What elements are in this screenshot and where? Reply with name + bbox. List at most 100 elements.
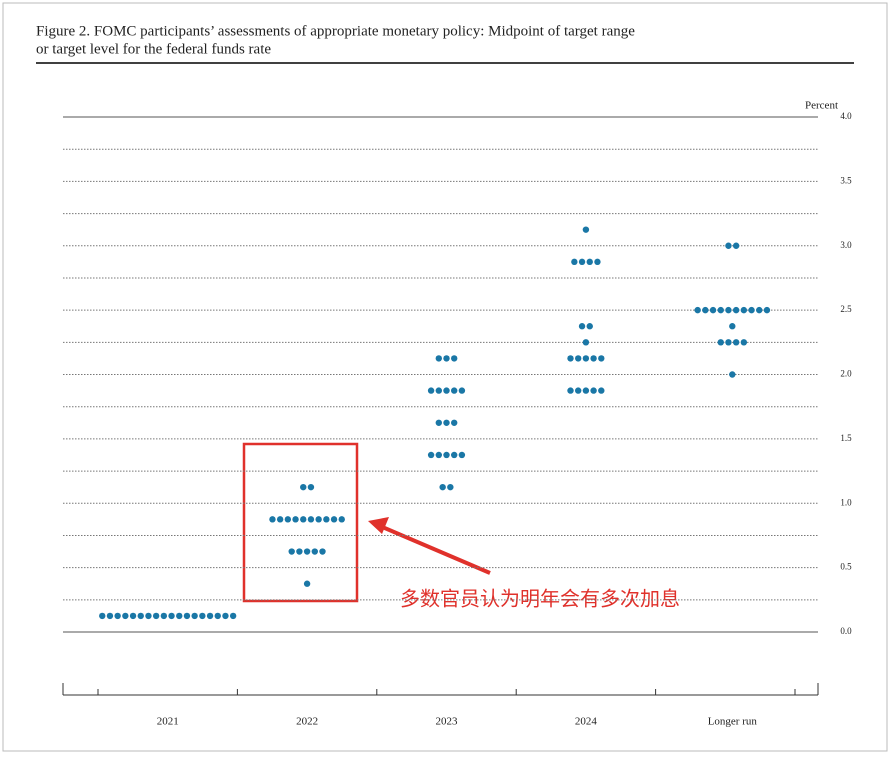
dot — [709, 306, 717, 314]
dot — [582, 226, 590, 233]
dot — [106, 612, 114, 620]
dot — [717, 339, 724, 346]
dot — [427, 451, 435, 459]
dot — [451, 355, 458, 362]
dot — [269, 516, 276, 523]
dot — [447, 483, 454, 491]
dot — [296, 548, 303, 555]
dot — [586, 258, 593, 266]
dot — [145, 612, 152, 620]
arrow-head — [368, 517, 389, 534]
dot — [206, 612, 214, 620]
dot — [129, 612, 137, 620]
y-tick-label: 0.5 — [840, 562, 852, 572]
dot — [276, 516, 284, 523]
dot — [578, 258, 586, 266]
dot — [702, 306, 709, 314]
dot — [732, 306, 740, 314]
dot — [214, 612, 221, 620]
dot — [443, 387, 450, 394]
dot — [748, 306, 755, 314]
y-tick-label: 2.5 — [840, 304, 852, 314]
dot — [439, 483, 446, 491]
dot — [152, 612, 160, 620]
dot — [199, 612, 206, 620]
dot — [582, 339, 590, 346]
dot — [435, 451, 442, 459]
dot — [191, 612, 198, 620]
dot — [99, 612, 106, 620]
highlight-box — [242, 442, 359, 603]
x-tick-label: 2021 — [157, 716, 179, 728]
dot — [168, 612, 175, 620]
dot — [311, 548, 318, 555]
x-tick-label: 2022 — [296, 716, 318, 728]
x-tick-label: 2024 — [575, 716, 598, 728]
dot — [183, 612, 191, 620]
dot — [458, 451, 466, 459]
dot — [307, 483, 315, 491]
dot — [176, 612, 183, 620]
dot — [307, 516, 315, 523]
dot — [582, 387, 590, 394]
dot — [338, 516, 345, 523]
dot — [732, 242, 740, 249]
dot — [435, 419, 442, 426]
dot — [451, 451, 458, 459]
dot — [575, 355, 582, 362]
dot — [160, 612, 168, 620]
dot — [435, 387, 442, 394]
dot — [330, 516, 338, 523]
dot — [717, 306, 724, 314]
dot — [222, 612, 229, 620]
y-axis-label: Percent — [805, 100, 838, 112]
dot — [427, 387, 435, 394]
dot — [303, 548, 311, 555]
dot — [229, 612, 237, 620]
dot — [694, 306, 701, 314]
dot — [571, 258, 578, 266]
dot — [729, 371, 736, 378]
dot — [725, 242, 732, 249]
dot — [443, 419, 450, 426]
arrow — [379, 524, 491, 575]
dot — [567, 355, 574, 362]
dot — [443, 355, 450, 362]
dot — [122, 612, 129, 620]
dot — [594, 258, 601, 266]
dot — [732, 339, 740, 346]
dot — [323, 516, 330, 523]
dot — [578, 323, 586, 330]
annotation: 多数官员认为明年会有多次加息 — [400, 587, 680, 611]
dot — [575, 387, 582, 394]
dot — [458, 387, 466, 394]
dot — [300, 516, 307, 523]
y-tick-label: 1.0 — [840, 497, 852, 507]
dot — [598, 355, 605, 362]
dot — [582, 355, 590, 362]
dot — [763, 306, 771, 314]
x-tick-label: 2023 — [436, 716, 459, 728]
dot — [740, 306, 748, 314]
dot — [288, 548, 295, 555]
dot — [756, 306, 763, 314]
dot — [725, 306, 732, 314]
dot — [114, 612, 121, 620]
dot — [567, 387, 574, 394]
dot — [443, 451, 450, 459]
dot — [451, 387, 458, 394]
y-tick-label: 0.0 — [840, 626, 852, 636]
dot — [725, 339, 732, 346]
dot — [590, 387, 597, 394]
dot — [284, 516, 292, 523]
y-tick-label: 1.5 — [840, 433, 852, 443]
chart-title: or target level for the federal funds ra… — [36, 41, 271, 57]
dot — [451, 419, 458, 426]
dot — [740, 339, 748, 346]
dot — [319, 548, 326, 555]
y-tick-label: 3.0 — [840, 240, 852, 250]
y-tick-label: 4.0 — [840, 111, 852, 121]
dot — [300, 483, 307, 491]
